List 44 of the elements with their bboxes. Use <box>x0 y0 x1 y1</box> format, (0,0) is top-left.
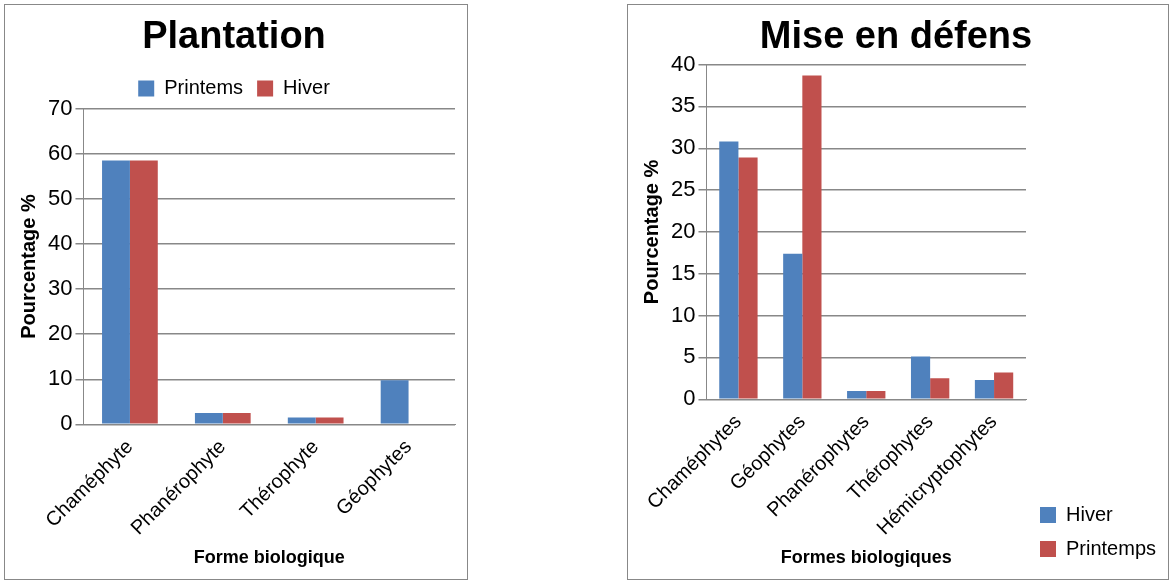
y-tick-label: 15 <box>670 259 696 285</box>
y-tick-label: 0 <box>60 410 73 436</box>
bar <box>866 390 886 399</box>
legend-label: Printems <box>164 76 244 99</box>
y-tick-label: 10 <box>47 365 73 391</box>
y-tick-label: 40 <box>47 229 73 255</box>
bar <box>315 417 344 424</box>
bar <box>380 380 409 424</box>
x-axis-title: Formes biologiques <box>780 547 952 568</box>
y-axis-title: Pourcentage % <box>639 159 662 305</box>
y-tick-label: 5 <box>683 343 696 369</box>
bar <box>974 380 995 399</box>
bar <box>930 378 950 399</box>
bar <box>802 75 822 399</box>
legend-label: Hiver <box>283 76 331 99</box>
y-tick-label: 60 <box>47 139 73 165</box>
chart-title: Mise en défens <box>759 14 1033 57</box>
y-tick-label: 25 <box>670 176 696 202</box>
bar <box>102 160 130 424</box>
bar <box>129 160 158 424</box>
x-axis-title: Forme biologique <box>193 547 345 568</box>
y-tick-label: 35 <box>670 92 696 118</box>
y-tick-label: 20 <box>670 217 696 243</box>
bar <box>222 413 251 424</box>
chart-title: Plantation <box>142 14 326 57</box>
bar <box>847 390 867 399</box>
bar <box>287 417 316 424</box>
y-axis-title: Pourcentage % <box>16 194 39 339</box>
bar <box>738 157 758 399</box>
y-tick-label: 30 <box>47 275 73 301</box>
bar <box>910 356 931 399</box>
y-tick-label: 10 <box>670 301 696 327</box>
y-tick-label: 0 <box>683 385 696 411</box>
bar <box>994 372 1014 399</box>
legend-label: Hiver <box>1066 502 1114 525</box>
bar <box>194 413 223 424</box>
y-tick-label: 30 <box>670 134 696 160</box>
y-tick-label: 50 <box>47 184 73 210</box>
bar <box>783 253 803 399</box>
y-tick-label: 70 <box>47 94 73 120</box>
bar <box>719 141 739 399</box>
y-tick-label: 40 <box>670 50 696 76</box>
legend-label: Printemps <box>1066 536 1157 559</box>
y-tick-label: 20 <box>47 320 73 346</box>
